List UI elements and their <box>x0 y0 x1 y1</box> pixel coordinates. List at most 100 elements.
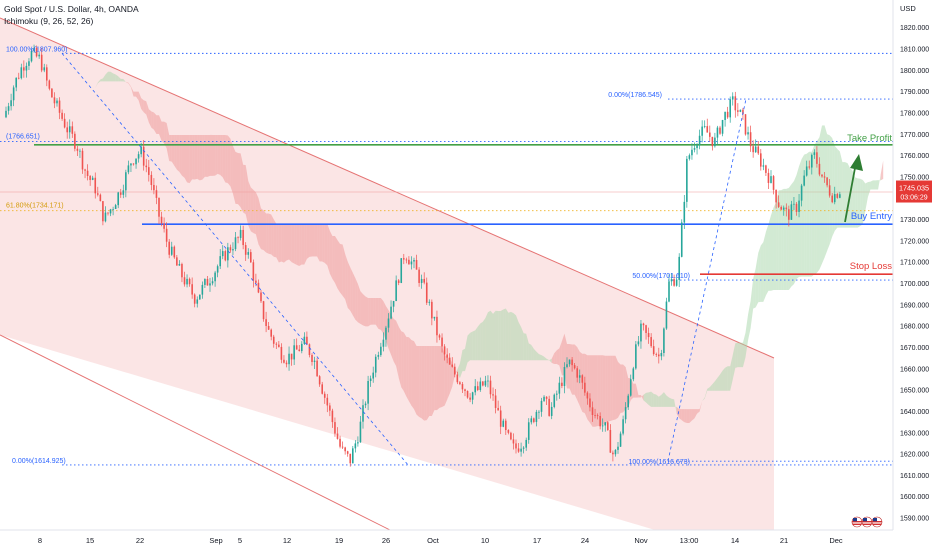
ichimoku-cloud-bullish <box>771 207 774 291</box>
ichimoku-cloud-bullish <box>110 71 114 82</box>
y-tick-label: 1810.000 <box>900 47 929 54</box>
candle-body <box>275 343 278 345</box>
us-flag-icon[interactable] <box>871 516 883 528</box>
y-tick-label: 1680.000 <box>900 324 929 331</box>
candle-body <box>476 386 479 391</box>
ichimoku-cloud-bullish <box>829 135 833 245</box>
ichimoku-cloud-bearish <box>128 82 131 88</box>
ichimoku-cloud-bearish <box>635 383 639 398</box>
ichimoku-cloud-bearish <box>589 355 593 427</box>
candle-body <box>647 332 650 338</box>
stop-loss-label: Stop Loss <box>850 261 892 272</box>
y-tick-label: 1670.000 <box>900 345 929 352</box>
ichimoku-cloud-bearish <box>319 223 323 262</box>
candle-body <box>278 344 280 347</box>
candle-body <box>622 419 624 434</box>
ichimoku-cloud-bearish <box>268 213 272 255</box>
ichimoku-cloud-bearish <box>592 355 596 427</box>
us-flag-icon[interactable] <box>851 516 863 528</box>
x-tick-label: 10 <box>481 536 489 545</box>
ichimoku-cloud-bearish <box>281 223 284 263</box>
candle-body <box>655 354 658 355</box>
candle-body <box>747 132 749 135</box>
candle-body <box>660 353 663 357</box>
ichimoku-cloud-bullish <box>878 174 881 190</box>
candle-body <box>642 323 645 326</box>
candle-body <box>665 301 668 329</box>
candle-body <box>25 65 28 71</box>
indicator-title[interactable]: Ichimoku (9, 26, 52, 26) <box>4 16 94 26</box>
ichimoku-cloud-bullish <box>763 231 766 302</box>
ichimoku-cloud <box>72 71 884 427</box>
candle-body <box>601 425 604 427</box>
candle-body <box>527 422 530 440</box>
ichimoku-cloud-bullish <box>544 356 547 361</box>
candle-body <box>492 394 494 396</box>
ichimoku-cloud-bullish <box>108 71 111 82</box>
candle-body <box>538 411 540 413</box>
candle-body <box>737 110 739 112</box>
ichimoku-cloud-bearish <box>143 100 147 115</box>
flag-stripe <box>852 521 862 523</box>
ichimoku-cloud-bearish <box>447 357 450 400</box>
ichimoku-cloud-bearish <box>125 81 129 84</box>
candle-body <box>12 87 15 101</box>
candle-body <box>252 262 255 281</box>
candle-body <box>724 111 726 121</box>
ichimoku-cloud-bearish <box>697 409 700 414</box>
ichimoku-cloud-bullish <box>707 387 710 391</box>
candle-body <box>586 392 589 399</box>
y-tick-label: 1690.000 <box>900 302 929 309</box>
fib-50-label: 50.00%(1701.610) <box>632 273 690 280</box>
candle-body <box>385 327 387 340</box>
ichimoku-cloud-bearish <box>294 223 297 265</box>
us-flag-icon[interactable] <box>861 516 873 528</box>
candle-body <box>790 204 793 220</box>
candle-body <box>403 258 405 260</box>
candle-body <box>367 381 369 404</box>
ichimoku-cloud-bearish <box>620 364 624 413</box>
ichimoku-cloud-bearish <box>421 346 425 421</box>
candle-body <box>341 446 344 448</box>
candle-body <box>632 368 635 380</box>
ichimoku-cloud-bullish <box>102 74 106 82</box>
candle-body <box>349 453 352 464</box>
ichimoku-cloud-bullish <box>793 175 797 285</box>
x-tick-label: 21 <box>780 536 788 545</box>
candle-body <box>132 163 135 165</box>
candle-body <box>359 421 362 443</box>
ichimoku-cloud-bearish <box>312 223 315 257</box>
candle-body <box>839 194 841 198</box>
ichimoku-cloud-bullish <box>860 178 863 227</box>
candle-body <box>433 316 436 319</box>
candle-body <box>229 247 232 251</box>
candle-body <box>316 360 318 377</box>
x-tick-label: 24 <box>581 536 589 545</box>
candle-body <box>318 376 321 385</box>
candle-body <box>380 346 382 356</box>
ichimoku-cloud-bearish <box>640 394 644 401</box>
candle-body <box>721 120 724 134</box>
candle-body <box>352 448 354 464</box>
candle-body <box>734 96 737 111</box>
ichimoku-cloud-bullish <box>465 335 468 372</box>
candle-body <box>193 294 196 304</box>
candle-body <box>658 354 660 357</box>
ichimoku-cloud-bearish <box>197 134 200 181</box>
ichimoku-cloud-bullish <box>546 358 550 361</box>
candle-body <box>668 281 670 302</box>
ichimoku-cloud-bearish <box>174 134 177 170</box>
candle-body <box>301 343 303 352</box>
channel-lower-line <box>0 334 431 550</box>
symbol-title[interactable]: Gold Spot / U.S. Dollar, 4h, OANDA <box>4 4 139 14</box>
candle-body <box>170 246 173 255</box>
ichimoku-cloud-bearish <box>337 240 341 293</box>
ichimoku-cloud-bullish <box>855 177 858 228</box>
y-tick-label: 1660.000 <box>900 366 929 373</box>
candle-body <box>354 443 357 449</box>
candle-body <box>293 345 295 360</box>
candle-body <box>696 145 698 149</box>
candle-body <box>216 266 219 273</box>
